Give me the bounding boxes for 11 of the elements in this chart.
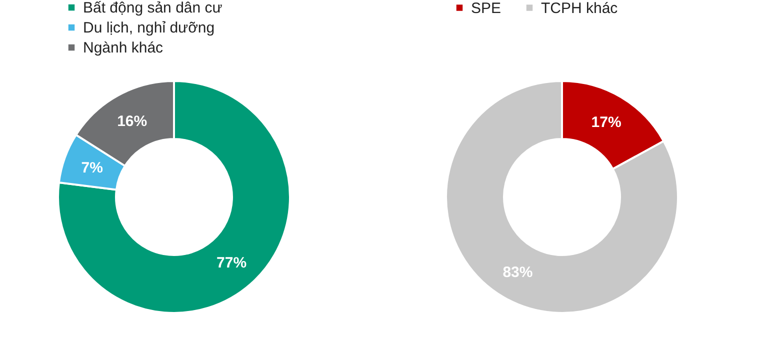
data-label: 17% (591, 114, 622, 132)
legend-label: Ngành khác (83, 40, 164, 56)
legend-label: SPE (471, 0, 502, 17)
data-label: 77% (216, 254, 247, 272)
legend-label: Du lịch, nghỉ dưỡng (83, 20, 215, 36)
donut-slice (445, 80, 679, 314)
legend-label: TCPH khác (541, 0, 618, 17)
data-label: 7% (81, 160, 103, 177)
legend-label: Bất động sản dân cư (83, 0, 222, 16)
donut-slice (57, 80, 291, 314)
data-label: 16% (117, 112, 148, 130)
